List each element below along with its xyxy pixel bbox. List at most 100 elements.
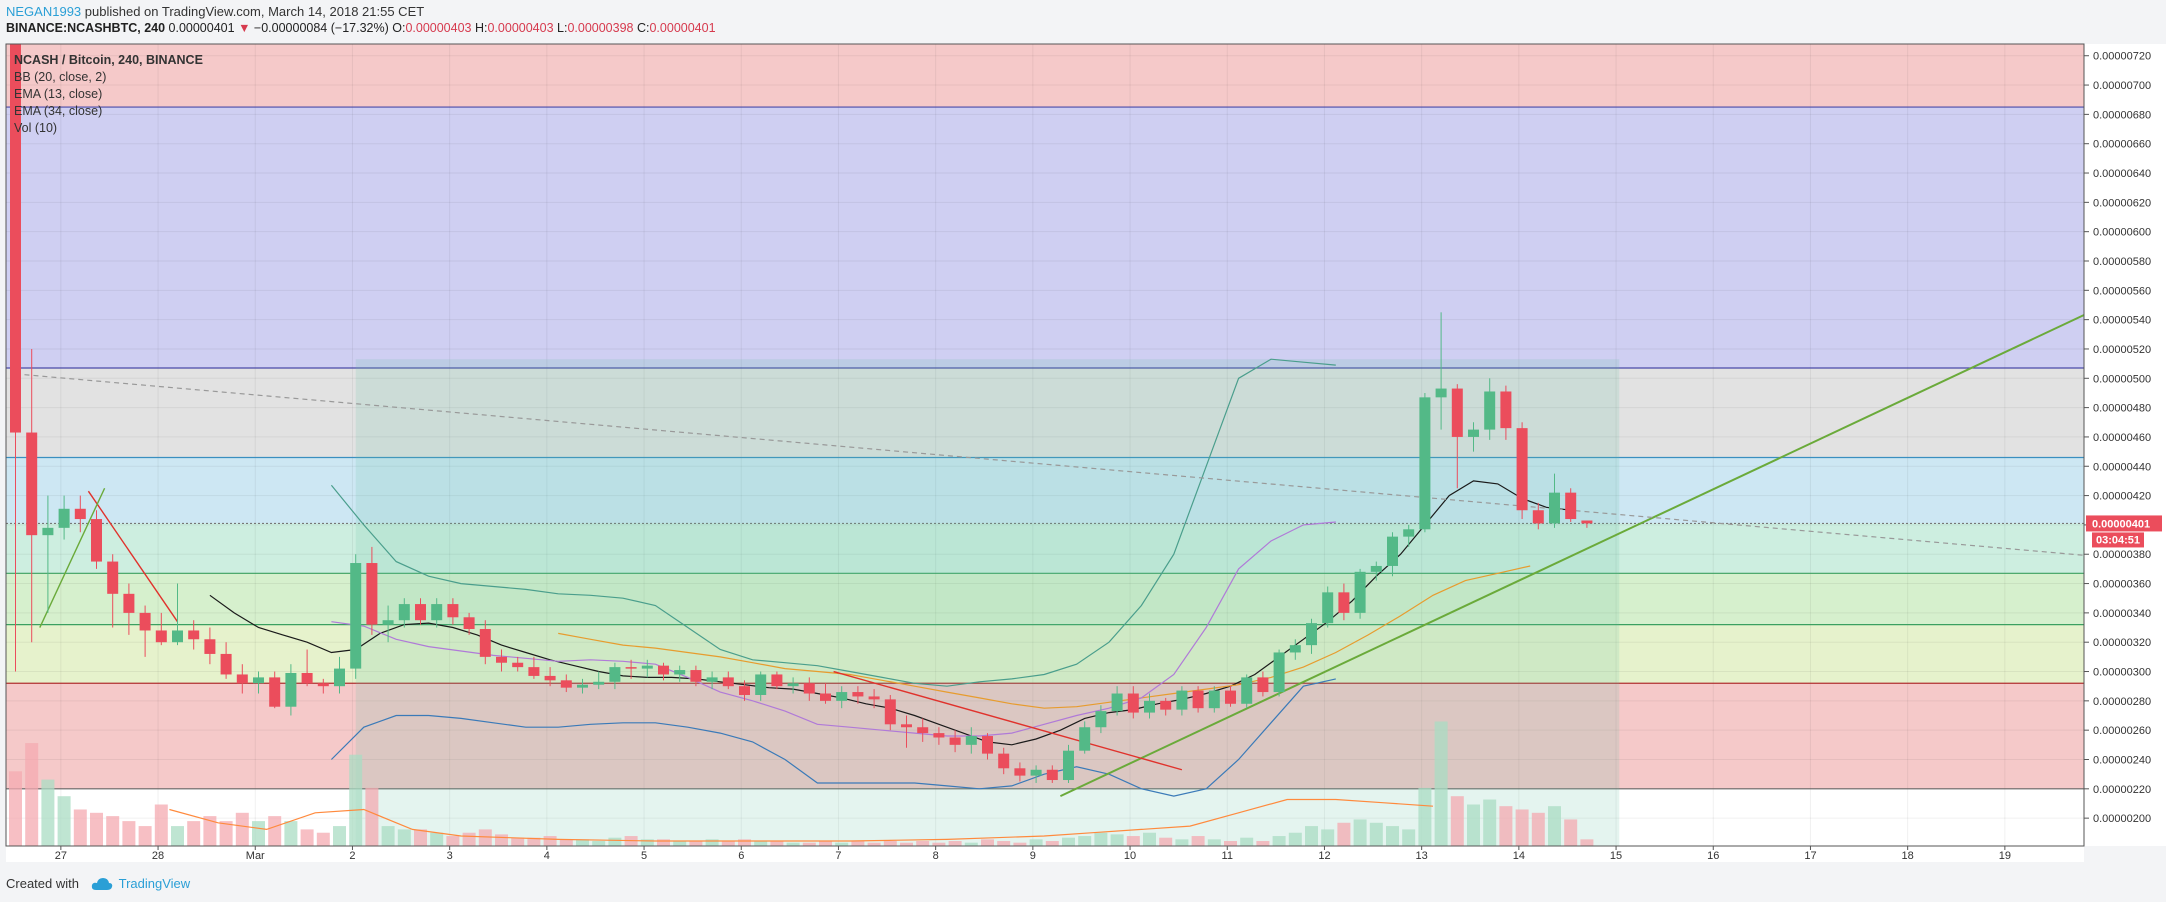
volume-bar xyxy=(1191,836,1205,846)
candle-body xyxy=(431,604,443,621)
candle-body xyxy=(415,604,426,621)
candle-body xyxy=(269,677,281,707)
candle-body xyxy=(1435,388,1447,398)
volume-bar xyxy=(1256,841,1270,846)
candle-body xyxy=(317,683,329,687)
candle-body xyxy=(1354,571,1366,613)
high-value: 0.00000403 xyxy=(487,21,554,35)
candle-body xyxy=(1468,429,1479,437)
publisher-username[interactable]: NEGAN1993 xyxy=(6,4,82,19)
price-tick-label: 0.00000620 xyxy=(2093,197,2151,209)
time-tick-label: 11 xyxy=(1222,850,1233,862)
volume-bar xyxy=(786,842,800,846)
candle-body xyxy=(1581,520,1593,524)
tradingview-link[interactable]: TradingView xyxy=(118,876,191,891)
candle-body xyxy=(1046,769,1058,781)
volume-bar xyxy=(252,821,265,846)
price-tick-label: 0.00000440 xyxy=(2093,461,2151,473)
candle-body xyxy=(512,662,524,668)
volume-bar xyxy=(1402,829,1416,846)
candle-body xyxy=(982,736,993,754)
candle-body xyxy=(366,563,378,625)
price-tick-label: 0.00000720 xyxy=(2093,51,2151,63)
volume-bar xyxy=(478,829,492,846)
trend-line xyxy=(87,490,179,623)
price-tick-label: 0.00000680 xyxy=(2093,109,2151,121)
candle-body xyxy=(755,674,767,695)
volume-bar xyxy=(1305,826,1318,846)
price-tick-label: 0.00000540 xyxy=(2093,315,2151,327)
candle-body xyxy=(917,727,929,734)
volume-bar xyxy=(1321,829,1335,846)
time-tick-label: 2 xyxy=(349,850,355,862)
study-ema34[interactable]: EMA (34, close) xyxy=(14,104,103,118)
volume-bar xyxy=(1094,832,1108,846)
candle-body xyxy=(641,665,653,669)
volume-bar xyxy=(1515,809,1529,846)
low-value: 0.00000398 xyxy=(567,21,634,35)
candle-body xyxy=(1225,690,1236,704)
candle-body xyxy=(933,733,945,738)
candle-body xyxy=(1403,529,1415,537)
volume-bar xyxy=(673,841,687,846)
studies-legend: NCASH / Bitcoin, 240, BINANCE BB (20, cl… xyxy=(14,52,203,137)
candle-body xyxy=(447,604,459,618)
study-ema13[interactable]: EMA (13, close) xyxy=(14,87,103,101)
candle-body xyxy=(1273,652,1285,693)
volume-layer xyxy=(9,721,1594,846)
price-tick-label: 0.00000580 xyxy=(2093,256,2151,268)
volume-bar xyxy=(883,841,897,846)
volume-bar xyxy=(25,743,39,846)
candle-body xyxy=(1306,623,1317,646)
volume-bar xyxy=(414,829,427,846)
study-title: NCASH / Bitcoin, 240, BINANCE xyxy=(14,53,203,67)
volume-bar xyxy=(770,841,784,846)
candle-body xyxy=(593,681,605,685)
volume-bar xyxy=(9,771,22,846)
created-with-text: Created with xyxy=(6,876,79,891)
volume-bar xyxy=(446,836,460,846)
volume-bar xyxy=(948,841,962,846)
candle-body xyxy=(1565,492,1577,520)
candle-body xyxy=(334,668,345,687)
volume-bar xyxy=(997,841,1011,846)
candle-body xyxy=(26,432,38,536)
candle-body xyxy=(172,630,183,643)
volume-bar xyxy=(916,841,930,846)
forecast-shade-layer xyxy=(355,359,1620,846)
volume-bar xyxy=(268,816,282,846)
volume-bar xyxy=(1240,837,1254,846)
volume-bar xyxy=(932,842,946,846)
time-tick-label: 18 xyxy=(1902,850,1914,862)
volume-bar xyxy=(1029,839,1043,846)
trend-line xyxy=(833,670,1183,771)
price-tick-label: 0.00000200 xyxy=(2093,813,2151,825)
price-tick-label: 0.00000320 xyxy=(2093,637,2151,649)
candle-body xyxy=(1516,428,1528,511)
volume-bar xyxy=(1045,841,1059,846)
high-label: H: xyxy=(474,21,488,35)
volume-bar xyxy=(608,837,622,846)
price-tick-label: 0.00000420 xyxy=(2093,491,2151,503)
open-value: 0.00000403 xyxy=(405,21,472,35)
price-tick-label: 0.00000240 xyxy=(2093,754,2151,766)
volume-bar xyxy=(1175,839,1189,846)
price-tick-label: 0.00000480 xyxy=(2093,403,2151,415)
volume-bar xyxy=(657,839,670,846)
price-tick-label: 0.00000600 xyxy=(2093,227,2151,239)
volume-bar xyxy=(819,841,832,846)
candle-body xyxy=(1208,690,1220,709)
candle-body xyxy=(1095,711,1107,728)
candle-body xyxy=(1370,565,1382,572)
candle-body xyxy=(1111,693,1123,712)
time-tick-label: 16 xyxy=(1707,850,1719,862)
study-volume[interactable]: Vol (10) xyxy=(14,121,58,135)
candle-body xyxy=(836,692,848,701)
candle-body xyxy=(1241,677,1253,704)
time-tick-label: 8 xyxy=(933,850,939,862)
volume-bar xyxy=(1224,841,1237,846)
candle-body xyxy=(577,684,588,688)
volume-bar xyxy=(73,809,87,846)
study-bb[interactable]: BB (20, close, 2) xyxy=(14,70,107,84)
